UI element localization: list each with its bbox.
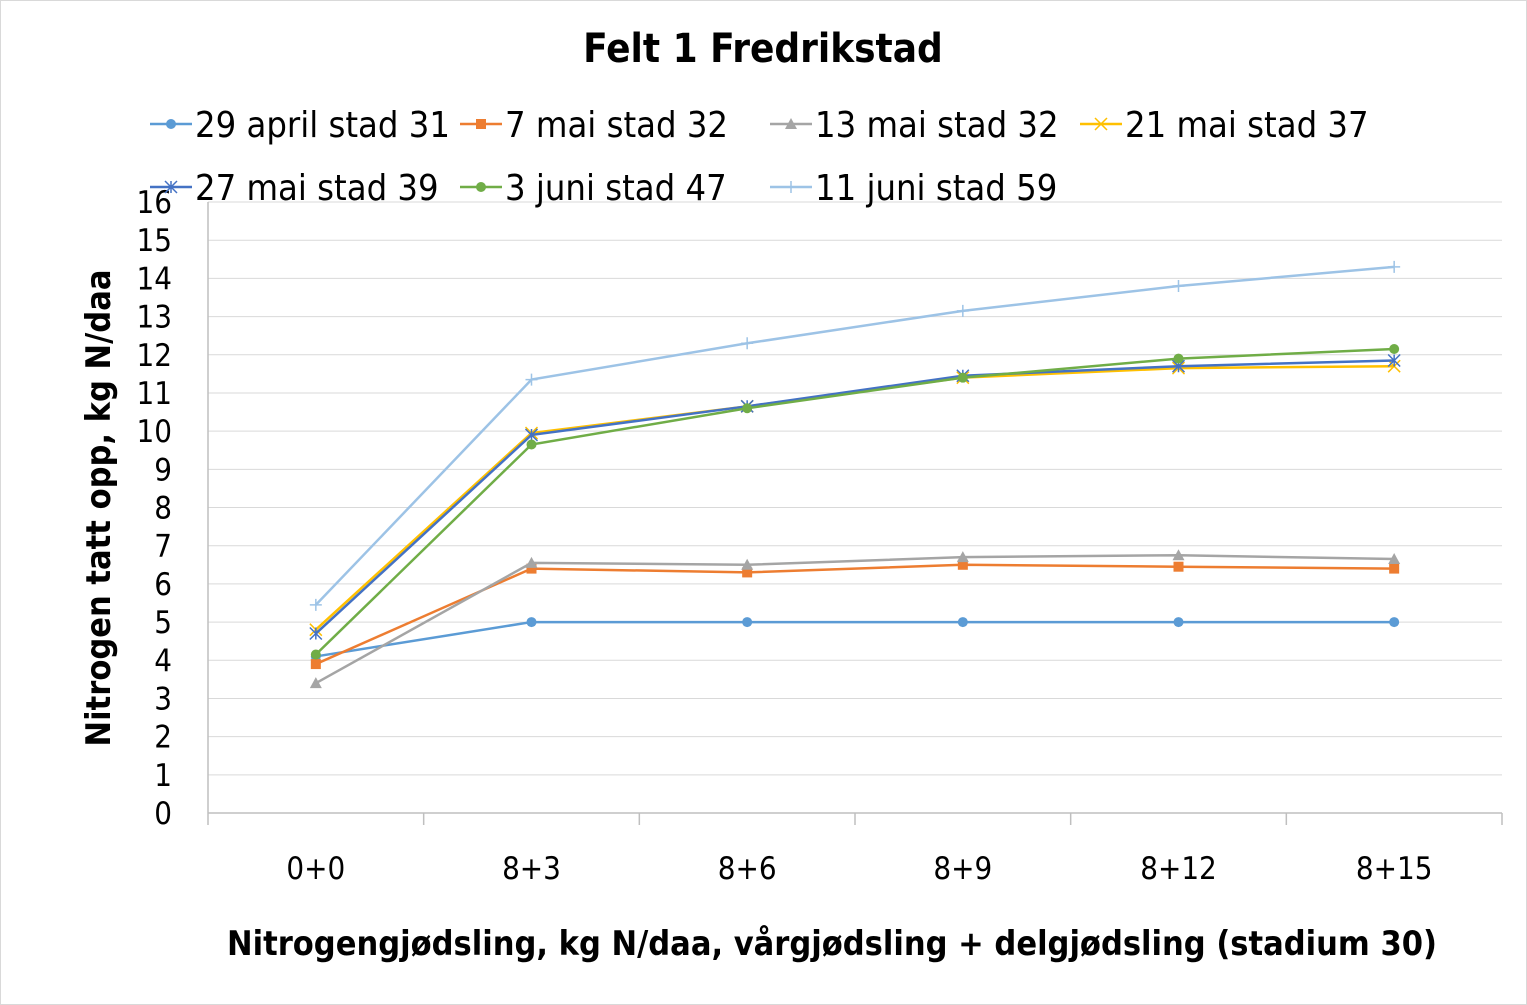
data-point-circle [1389, 617, 1400, 628]
series-line [315, 563, 1395, 666]
data-point-star [164, 180, 178, 194]
data-point-circle [1173, 353, 1184, 364]
data-point-star [524, 428, 539, 442]
data-point-triangle [956, 551, 969, 563]
series-6 [309, 260, 1401, 611]
y-tick-label: 1 [154, 758, 172, 794]
data-point-square [476, 119, 486, 129]
x-tick-label: 8+9 [933, 851, 992, 887]
data-point-circle [1173, 617, 1184, 628]
series-4 [309, 353, 1401, 641]
legend-label: 13 mai stad 32 [815, 105, 1059, 146]
chart-title: Felt 1 Fredrikstad [583, 26, 943, 72]
y-tick-label: 2 [154, 720, 172, 756]
y-tick-label: 11 [137, 376, 172, 412]
legend-item: 21 mai stad 37 [1080, 105, 1369, 146]
series-0 [310, 617, 1400, 662]
y-tick-label: 3 [154, 681, 172, 717]
data-point-square [1173, 561, 1184, 572]
series-line [314, 347, 1395, 656]
y-tick-label: 6 [154, 567, 172, 603]
series-1 [310, 559, 1400, 670]
data-point-square [310, 659, 321, 670]
legend-item: 13 mai stad 32 [770, 105, 1059, 146]
legend-item: 11 juni stad 59 [770, 168, 1057, 209]
data-point-plus [1388, 260, 1401, 273]
y-tick-label: 7 [154, 529, 172, 565]
y-tick-label: 10 [137, 414, 172, 450]
series-line [314, 265, 1395, 606]
data-point-triangle [525, 556, 538, 568]
legend-label: 11 juni stad 59 [815, 168, 1057, 209]
legend-item: 29 april stad 31 [150, 105, 450, 146]
data-point-circle [526, 439, 537, 450]
data-point-plus [1172, 280, 1185, 293]
x-tick-label: 0+0 [286, 851, 345, 887]
legend-label: 21 mai stad 37 [1125, 105, 1369, 146]
data-point-circle [742, 403, 753, 414]
y-tick-label: 4 [154, 643, 172, 679]
data-point-square [526, 563, 537, 574]
legend-item: 27 mai stad 39 [150, 168, 439, 209]
x-axis-label: Nitrogengjødsling, kg N/daa, vårgjødslin… [227, 924, 1437, 964]
data-point-triangle [1388, 553, 1401, 565]
data-point-triangle [741, 558, 754, 570]
x-tick-label: 8+15 [1356, 851, 1433, 887]
legend-item: 7 mai stad 32 [460, 105, 728, 146]
legend-label: 27 mai stad 39 [195, 168, 439, 209]
data-point-plus [309, 598, 322, 611]
data-point-circle [310, 649, 321, 660]
data-point-star [1387, 353, 1401, 368]
series-line [315, 620, 1395, 658]
data-point-square [742, 567, 753, 578]
series-2 [309, 549, 1401, 689]
y-tick-label: 0 [154, 796, 172, 832]
data-point-square [1389, 563, 1400, 574]
y-tick-label: 5 [154, 605, 172, 641]
data-point-square [957, 559, 968, 570]
x-tick-label: 8+3 [502, 851, 561, 887]
data-point-circle [526, 617, 537, 628]
data-point-x [1094, 117, 1108, 131]
series-line [315, 553, 1395, 685]
data-point-star [309, 626, 323, 641]
series-5 [310, 344, 1400, 660]
data-point-plus [956, 304, 969, 317]
data-point-circle [166, 119, 176, 129]
y-tick-label: 9 [154, 452, 172, 488]
y-axis-label: Nitrogen tatt opp, kg N/daa [79, 270, 119, 747]
series-line [314, 359, 1395, 635]
y-tick-label: 15 [137, 223, 172, 259]
y-tick-label: 12 [137, 338, 172, 374]
data-point-triangle [309, 677, 322, 689]
data-point-circle [742, 617, 753, 628]
data-point-circle [1389, 344, 1400, 355]
data-point-plus [785, 181, 797, 193]
y-tick-label: 8 [154, 491, 172, 527]
legend-item: 3 juni stad 47 [460, 168, 727, 209]
data-point-circle [476, 182, 486, 192]
data-point-circle [957, 372, 968, 383]
data-point-triangle [1172, 549, 1185, 561]
legend-label: 29 april stad 31 [195, 105, 450, 146]
x-tick-label: 8+12 [1140, 851, 1217, 887]
legend-label: 7 mai stad 32 [505, 105, 728, 146]
data-point-circle [957, 617, 968, 628]
y-tick-label: 14 [137, 261, 172, 297]
y-tick-label: 13 [137, 300, 172, 336]
data-point-plus [525, 373, 538, 386]
legend-label: 3 juni stad 47 [505, 168, 727, 209]
x-tick-label: 8+6 [718, 851, 777, 887]
data-point-plus [741, 337, 754, 350]
data-point-triangle [785, 118, 797, 129]
